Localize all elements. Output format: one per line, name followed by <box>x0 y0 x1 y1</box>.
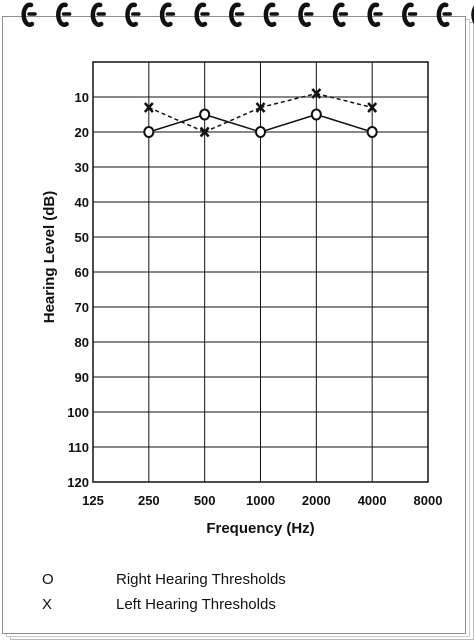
spiral-ring <box>436 2 452 27</box>
paper-sheet <box>2 16 466 634</box>
y-tick-label: 80 <box>75 335 89 350</box>
x-tick-label: 2000 <box>302 493 331 508</box>
series-line-segment <box>260 113 317 133</box>
spiral-ring <box>402 2 418 27</box>
spiral-ring <box>125 2 141 27</box>
y-tick-label: 30 <box>75 160 89 175</box>
data-point-o <box>199 108 211 121</box>
x-tick-label: 500 <box>194 493 216 508</box>
x-tick-label: 125 <box>82 493 104 508</box>
x-tick-label: 250 <box>138 493 160 508</box>
y-tick-label: 20 <box>75 125 89 140</box>
data-point-x <box>143 102 154 113</box>
y-tick-label: 100 <box>67 405 89 420</box>
x-tick-label: 1000 <box>246 493 275 508</box>
data-point-x <box>311 88 322 99</box>
series-line-segment <box>316 92 373 109</box>
y-tick-label: 40 <box>75 195 89 210</box>
series-line-segment <box>204 113 261 133</box>
y-tick-label: 50 <box>75 230 89 245</box>
spiral-ring <box>159 2 176 27</box>
legend-label: Right Hearing Thresholds <box>116 571 286 588</box>
y-tick-label: 70 <box>75 300 89 315</box>
data-point-o <box>366 126 378 138</box>
spiral-ring <box>229 2 245 27</box>
spiral-ring <box>21 2 37 27</box>
series-line-segment <box>204 106 261 133</box>
spiral-ring <box>298 2 314 27</box>
legend-symbol: O <box>42 571 54 588</box>
data-point-o <box>310 108 322 121</box>
legend-symbol: X <box>42 596 52 613</box>
data-point-x <box>255 102 266 113</box>
x-tick-label: 4000 <box>358 493 387 508</box>
spiral-ring <box>90 2 106 27</box>
y-tick-label: 110 <box>68 440 89 455</box>
spiral-binding <box>21 2 474 27</box>
spiral-ring <box>56 2 72 27</box>
series-line-segment <box>316 113 373 133</box>
y-tick-label: 90 <box>75 370 89 385</box>
spiral-ring <box>263 2 279 27</box>
series-line-segment <box>260 92 317 109</box>
x-tick-label: 8000 <box>414 493 443 508</box>
plot-frame <box>92 61 429 483</box>
data-point-o <box>255 126 266 138</box>
data-point-x <box>199 126 210 138</box>
spiral-ring <box>367 2 383 27</box>
x-axis-title: Frequency (Hz) <box>206 520 314 537</box>
spiral-ring <box>194 2 210 27</box>
data-point-x <box>367 102 378 113</box>
series-line-segment <box>148 106 205 133</box>
y-axis-title: Hearing Level (dB) <box>41 191 58 324</box>
spiral-ring <box>332 2 349 27</box>
y-tick-label: 60 <box>75 265 89 280</box>
y-tick-label: 120 <box>67 475 89 490</box>
legend-label: Left Hearing Thresholds <box>116 596 276 613</box>
series-line-segment <box>148 113 205 133</box>
data-point-o <box>143 126 155 138</box>
y-tick-label: 10 <box>75 90 89 105</box>
